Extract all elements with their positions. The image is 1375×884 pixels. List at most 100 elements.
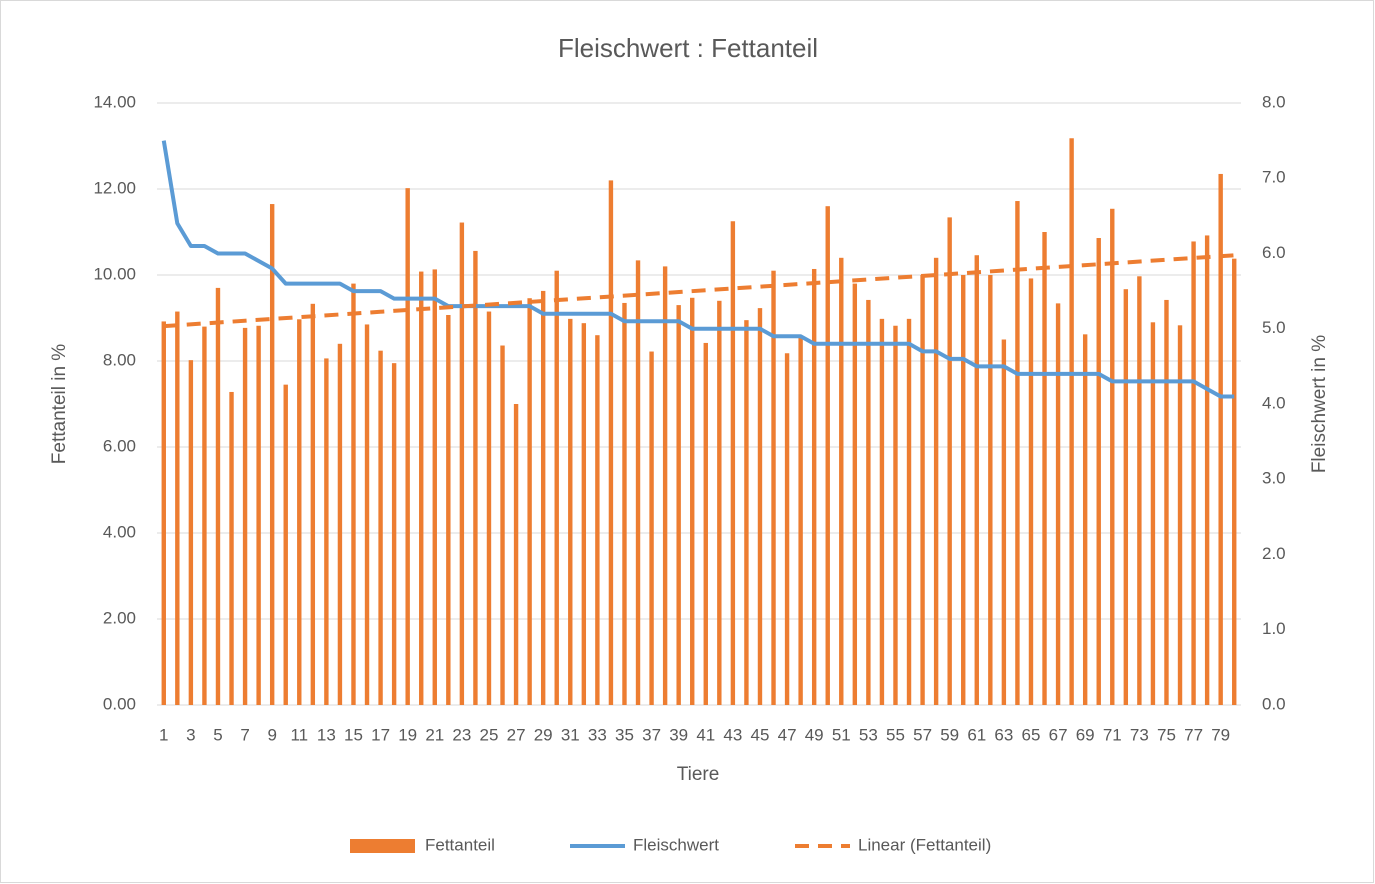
bar [798,337,803,705]
chart-title: Fleischwert : Fettanteil [558,33,818,63]
bar [703,342,708,705]
legend-swatch [350,839,415,853]
y2-tick-label: 7.0 [1262,168,1286,187]
bar [419,271,424,705]
x-tick-label: 59 [940,725,959,744]
bar [961,275,966,705]
legend-label: Fettanteil [425,835,495,854]
x-tick-label: 67 [1049,725,1068,744]
bar [757,308,763,705]
bar [527,298,532,705]
bar [947,217,952,705]
bar [690,297,695,705]
bar [893,325,898,705]
bar [215,287,221,705]
bar [446,314,451,705]
bar [1191,241,1196,705]
x-tick-label: 65 [1022,725,1041,744]
bar [1069,138,1074,705]
x-tick-label: 23 [452,725,471,744]
bar [1028,278,1034,705]
bar [242,327,248,705]
bar [269,204,275,706]
bar [554,270,559,705]
bar [1123,289,1129,705]
x-tick-label: 57 [913,725,932,744]
x-tick-label: 17 [371,725,390,744]
bar [879,318,885,705]
bar [1042,232,1047,705]
bar [473,250,478,706]
x-tick-label: 13 [317,725,336,744]
x-tick-label: 29 [534,725,553,744]
y2-tick-label: 4.0 [1262,393,1286,412]
bar [405,188,410,705]
x-tick-label: 79 [1211,725,1230,744]
x-tick-label: 47 [778,725,797,744]
y-tick-label: 12.00 [93,178,136,197]
x-tick-label: 61 [967,725,986,744]
bar [229,391,234,705]
bar [568,318,573,705]
bar [310,303,316,705]
y2-tick-label: 2.0 [1262,544,1286,563]
x-tick-label: 77 [1184,725,1203,744]
x-tick-label: 15 [344,725,363,744]
bar [161,321,166,705]
x-tick-label: 53 [859,725,878,744]
bar [297,319,302,705]
bar [649,351,654,705]
bar [324,358,329,705]
bar [622,302,627,705]
bar [513,404,519,705]
bar [1082,334,1088,705]
x-tick-label: 75 [1157,725,1176,744]
bar [1110,208,1115,705]
x-tick-label: 9 [267,725,276,744]
x-tick-label: 7 [240,725,249,744]
y-tick-label: 6.00 [103,436,136,455]
x-tick-label: 27 [507,725,526,744]
y-tick-label: 8.00 [103,350,136,369]
y2-axis-title: Fleischwert in % [1309,335,1330,473]
bar [1177,325,1183,705]
y-tick-label: 10.00 [93,264,136,283]
y2-tick-label: 0.0 [1262,694,1286,713]
bar [676,305,681,705]
y-tick-label: 4.00 [103,522,136,541]
bar [175,311,180,705]
y-tick-label: 2.00 [103,608,136,627]
x-tick-label: 41 [696,725,715,744]
x-tick-label: 19 [398,725,417,744]
bar [1204,235,1210,705]
y2-tick-label: 3.0 [1262,469,1286,488]
x-tick-label: 39 [669,725,688,744]
x-tick-label: 33 [588,725,607,744]
bar [608,180,614,705]
x-tick-label: 11 [290,725,308,744]
bar [1137,276,1142,705]
bar [188,360,194,705]
bar [1015,201,1020,706]
bar [1055,303,1061,705]
y2-tick-label: 1.0 [1262,619,1286,638]
bar [974,255,979,705]
bar [540,290,546,705]
bar [920,275,925,705]
x-tick-label: 51 [832,725,851,744]
bar [1001,339,1007,705]
bar [500,345,505,705]
bar [730,221,736,705]
x-tick-label: 21 [425,725,444,744]
bar [933,257,939,705]
bar [988,275,993,705]
y2-tick-label: 8.0 [1262,92,1286,111]
x-tick-label: 71 [1103,725,1122,744]
bar [866,299,871,705]
bar [635,260,641,705]
bar [351,283,356,705]
bar [486,311,492,705]
y-axis-title: Fettanteil in % [49,344,70,464]
